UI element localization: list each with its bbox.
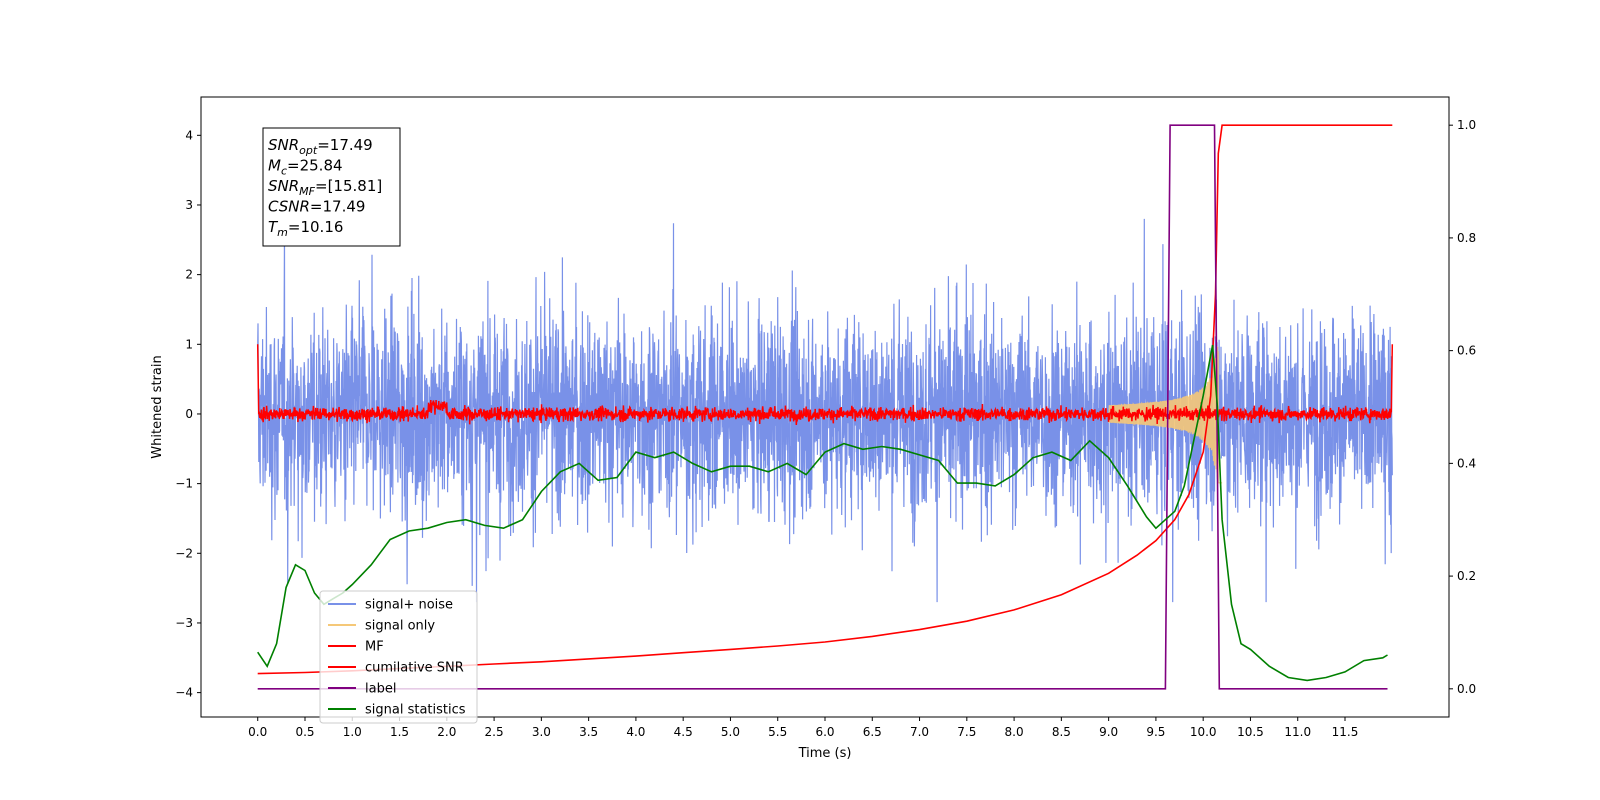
x-axis: 0.0 0.5 1.0 1.5 2.0 2.5 3.0 3.5 4.0 4.5 5.0 5.5 6.0 6… — [248, 717, 1358, 739]
y-tick-label: 1 — [185, 337, 193, 351]
x-tick-label: 5.0 — [721, 725, 740, 739]
annotation-box: SNRopt=17.49Mc=25.84SNRMF=[15.81]CSNR=17… — [262, 127, 401, 247]
x-tick-label: 5.5 — [768, 725, 787, 739]
y-tick-label: −2 — [175, 546, 193, 560]
x-axis-label: Time (s) — [798, 746, 852, 761]
x-tick-label: 1.0 — [343, 725, 362, 739]
x-tick-label: 10.0 — [1190, 725, 1217, 739]
y-tick-label: −3 — [175, 616, 193, 630]
y-right-tick-label: 0.6 — [1457, 344, 1476, 358]
x-tick-label: 2.5 — [485, 725, 504, 739]
x-tick-label: 3.5 — [579, 725, 598, 739]
annotation-line: CSNR=17.49 — [268, 198, 365, 216]
series-signal-statistics-line — [257, 344, 1388, 682]
y-tick-label: 0 — [185, 407, 193, 421]
legend: signal+ noise signal only MF cumilative SNR… — [319, 590, 478, 724]
annotation-line: SNRopt=17.49 — [268, 136, 373, 157]
y-tick-label: 2 — [185, 268, 193, 282]
series-mf-line — [256, 344, 1394, 426]
y-tick-label: −4 — [175, 686, 193, 700]
annotation-line: Mc=25.84 — [268, 157, 343, 178]
legend-label: label — [365, 682, 396, 697]
x-tick-label: 3.0 — [532, 725, 551, 739]
legend-label: signal+ noise — [365, 598, 453, 613]
y-right-tick-label: 1.0 — [1457, 118, 1476, 132]
y-axis-left: −4 −3 −2 −1 0 1 2 3 4 — [175, 128, 201, 700]
annotation-frame — [262, 127, 401, 247]
x-tick-label: 6.5 — [863, 725, 882, 739]
series-cumulative-snr-line — [257, 124, 1393, 675]
x-tick-label: 2.0 — [437, 725, 456, 739]
x-tick-label: 0.0 — [248, 725, 267, 739]
x-tick-label: 6.0 — [815, 725, 834, 739]
x-tick-label: 7.0 — [910, 725, 929, 739]
y-tick-label: −1 — [175, 477, 193, 491]
annotation-line: Tm=10.16 — [268, 218, 343, 239]
x-tick-label: 10.5 — [1237, 725, 1264, 739]
y-tick-label: 3 — [185, 198, 193, 212]
plot-area — [256, 124, 1394, 690]
y-tick-label: 4 — [185, 128, 193, 142]
x-tick-label: 7.5 — [957, 725, 976, 739]
y-axis-right: 0.0 0.2 0.4 0.6 0.8 1.0 — [1449, 118, 1476, 696]
y-right-tick-label: 0.4 — [1457, 456, 1476, 470]
annotation-line: SNRMF=[15.81] — [268, 177, 382, 198]
legend-label: signal statistics — [365, 703, 466, 718]
x-tick-label: 4.0 — [626, 725, 645, 739]
y-right-tick-label: 0.2 — [1457, 569, 1476, 583]
x-tick-label: 9.0 — [1099, 725, 1118, 739]
x-tick-label: 8.0 — [1005, 725, 1024, 739]
legend-frame — [319, 590, 478, 724]
x-tick-label: 9.5 — [1146, 725, 1165, 739]
y-right-tick-label: 0.8 — [1457, 231, 1476, 245]
series-layer — [256, 124, 1394, 690]
series-label-line — [257, 124, 1388, 690]
legend-label: signal only — [365, 619, 435, 634]
y-axis-label: Whitened strain — [150, 355, 165, 458]
x-tick-label: 11.0 — [1284, 725, 1311, 739]
x-tick-label: 1.5 — [390, 725, 409, 739]
x-tick-label: 0.5 — [295, 725, 314, 739]
x-tick-label: 8.5 — [1052, 725, 1071, 739]
x-tick-label: 4.5 — [674, 725, 693, 739]
y-right-tick-label: 0.0 — [1457, 682, 1476, 696]
legend-label: MF — [365, 640, 384, 655]
x-tick-label: 11.5 — [1332, 725, 1359, 739]
legend-label: cumilative SNR — [365, 661, 464, 676]
